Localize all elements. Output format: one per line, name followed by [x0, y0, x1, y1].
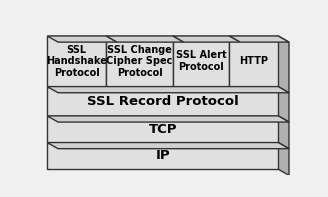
Polygon shape	[229, 36, 240, 93]
Polygon shape	[47, 116, 278, 142]
Text: TCP: TCP	[149, 123, 177, 136]
Text: SSL Record Protocol: SSL Record Protocol	[87, 95, 238, 108]
Polygon shape	[106, 36, 117, 93]
Text: SSL
Handshake
Protocol: SSL Handshake Protocol	[46, 45, 107, 78]
Polygon shape	[47, 36, 106, 86]
Polygon shape	[47, 142, 289, 149]
Polygon shape	[47, 142, 278, 169]
Text: HTTP: HTTP	[239, 56, 268, 66]
Polygon shape	[229, 36, 278, 86]
Polygon shape	[229, 36, 289, 42]
Polygon shape	[47, 86, 289, 93]
Polygon shape	[47, 116, 289, 122]
Polygon shape	[173, 36, 184, 93]
Polygon shape	[106, 36, 173, 86]
Polygon shape	[106, 36, 184, 42]
Polygon shape	[47, 36, 117, 42]
Polygon shape	[278, 116, 289, 149]
Polygon shape	[47, 86, 278, 116]
Text: SSL Change
Cipher Spec
Protocol: SSL Change Cipher Spec Protocol	[106, 45, 173, 78]
Polygon shape	[173, 36, 229, 86]
Polygon shape	[278, 36, 289, 93]
Polygon shape	[278, 142, 289, 175]
Text: SSL Alert
Protocol: SSL Alert Protocol	[176, 50, 226, 72]
Text: IP: IP	[155, 149, 170, 162]
Polygon shape	[278, 86, 289, 122]
Polygon shape	[173, 36, 240, 42]
